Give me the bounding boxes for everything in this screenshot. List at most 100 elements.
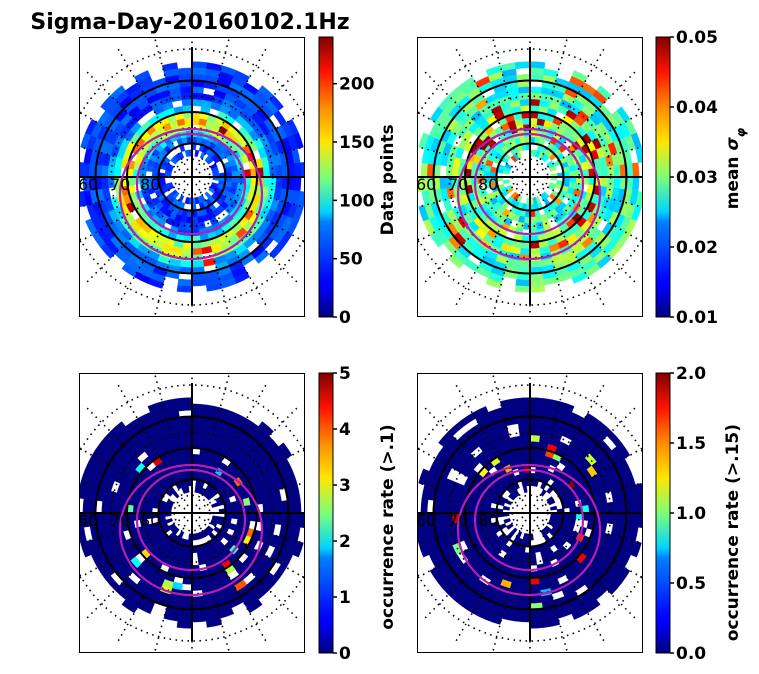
heatmap-bin [274,165,283,178]
latitude-label-60: 60 [78,511,98,530]
heatmap-bin [503,518,511,524]
heatmap-bin [191,86,204,95]
heatmap-bin [600,502,608,514]
latitude-label-60: 60 [416,511,436,530]
colorbar-tick-label: 0.0 [676,644,706,664]
heatmap-bin [191,422,204,431]
heatmap-bin [606,176,615,189]
heatmap-bin [274,501,283,514]
colorbar-label: occurrence rate (>.15) [723,424,743,641]
heatmap-bin [101,512,110,525]
latitude-label-70: 70 [110,175,130,194]
heatmap-bin [268,243,284,259]
heatmap-bin [184,118,193,126]
heatmap-bin [529,259,542,268]
plot-frame [79,37,305,317]
colorbar-tick-label: 5 [339,364,351,384]
heatmap-bin [612,501,621,514]
plot-frame [79,373,305,653]
oval-equatorward-boundary [118,127,264,261]
heatmap-bin [178,194,185,203]
oval-equatorward-boundary [456,127,602,261]
heatmap-bin [177,403,193,412]
colorbar-tick-label: 3 [339,476,351,496]
plot-frame [417,373,643,653]
colorbar-tick-label: 100 [339,191,375,211]
heatmap-bin [529,92,542,101]
heatmap-bin [172,491,180,499]
heatmap-bin [522,485,528,494]
heatmap-bin [268,512,277,525]
plot-area: 60 70 80 [416,373,643,653]
oval-poleward-boundary [473,132,585,236]
heatmap-bin [181,435,193,443]
colorbar-tick-label: 1.5 [676,434,706,454]
colorbar-tick-label: 0.02 [676,238,718,258]
heatmap-bin [181,99,193,107]
heatmap-bin [184,454,193,462]
heatmap-bin [178,530,185,539]
oval-poleward-boundary [135,132,247,236]
heatmap-bin [101,501,110,514]
heatmap-bin [165,182,173,188]
heatmap-bin [502,505,511,511]
heatmap-bin [177,67,193,76]
heatmap-bin [293,498,302,514]
latitude-label-80: 80 [140,511,160,530]
heatmap-bin [600,512,608,524]
heatmap-bin [529,558,538,566]
heatmap-bin [293,512,302,528]
heatmap-bin [170,189,178,197]
colorbar-tick-label: 0.04 [676,98,718,118]
heatmap-bin [518,86,531,95]
heatmap-bin [529,435,541,443]
colorbar: 0 1 2 3 4 5 occurrence rate (>.1) [318,364,398,664]
colorbar-tick-label: 2 [339,532,351,552]
plot-area: 60 70 80 [78,373,305,653]
heatmap-bin [184,196,190,205]
heatmap-bin [191,278,207,287]
colorbar-tick-label: 1.0 [676,504,706,524]
heatmap-bin [191,92,204,101]
heatmap-bin [515,403,531,412]
heatmap-bin [510,191,518,199]
latitude-label-60: 60 [416,175,436,194]
heatmap-bin [606,512,615,525]
heatmap-bin [542,155,550,163]
heatmap-bin [191,614,207,623]
heatmap-bin [439,176,448,189]
heatmap-bin [515,614,531,623]
heatmap-bin [199,151,206,160]
latitude-label-70: 70 [110,511,130,530]
colorbar-gradient [318,372,334,654]
colorbar-tick-label: 0 [339,644,351,664]
heatmap-bin [518,259,531,268]
oval-equatorward-boundary [456,463,602,597]
heatmap-bin [631,498,640,514]
heatmap-bin [191,595,204,604]
heatmap-bin [101,176,110,189]
heatmap-bin [529,67,545,76]
heatmap-bin [194,149,200,158]
colorbar-gradient [655,36,671,318]
heatmap-bin [177,278,193,287]
heatmap-bin [191,454,200,462]
heatmap-bin [549,166,557,172]
heatmap-bin [612,165,621,178]
heatmap-bin [180,595,193,604]
colorbar-tick-label: 0 [339,308,351,328]
heatmap-bin [191,99,203,107]
panel-occurrence-015: 60 70 80 0.0 0.5 1.0 1.5 2.0 occurrence rate (>.… [416,364,743,664]
colorbar-tick-label: 0.5 [676,574,706,594]
heatmap-bin [211,502,219,508]
heatmap-bin [206,493,214,501]
heatmap-bin [101,165,110,178]
colorbar-label: mean σφ [723,127,748,209]
latitude-label-60: 60 [78,175,98,194]
heatmap-bin [514,61,531,70]
heatmap-bin [529,583,541,591]
heatmap-bin [612,176,621,189]
heatmap-bin [529,99,541,107]
heatmap-bin [204,191,212,199]
colorbar-tick-label: 2.0 [676,364,706,384]
